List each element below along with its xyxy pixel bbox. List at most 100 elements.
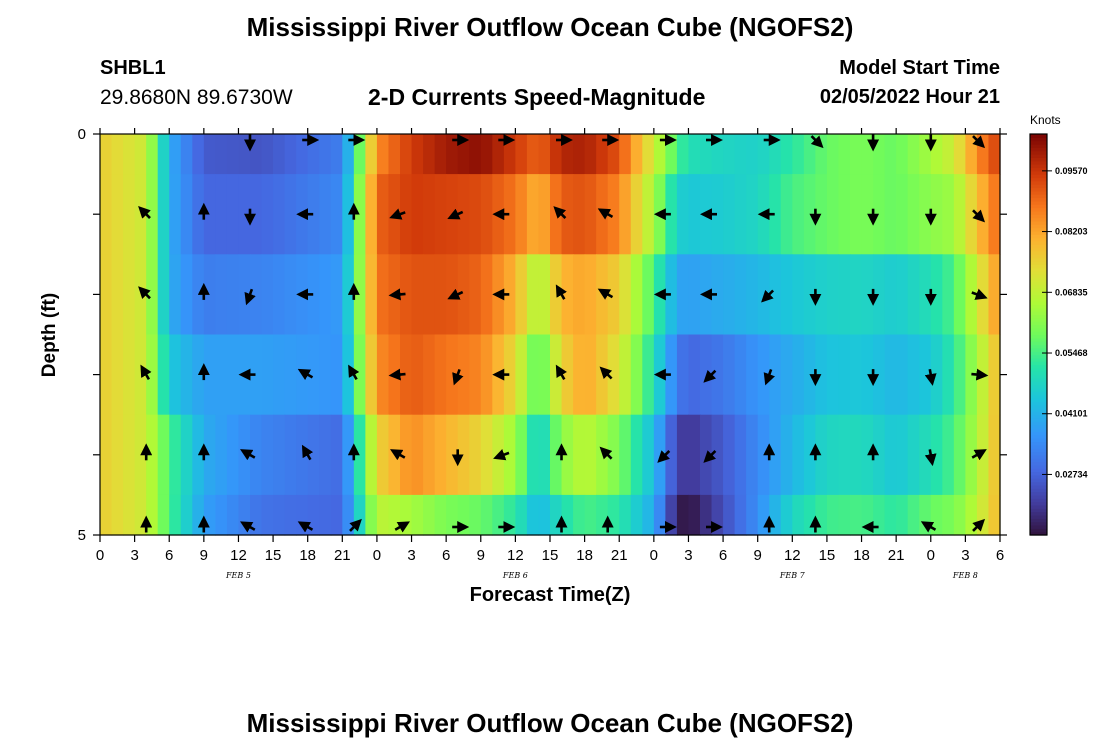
heatmap-cell xyxy=(423,334,436,416)
heatmap-cell xyxy=(100,134,113,175)
colorbar-segment xyxy=(1030,144,1047,148)
colorbar-segment xyxy=(1030,468,1047,473)
heatmap-cell xyxy=(503,494,516,536)
date-label: FEB 7 xyxy=(779,571,806,580)
colorbar-segment xyxy=(1030,277,1047,282)
heatmap-cell xyxy=(676,334,690,416)
colorbar-segment xyxy=(1030,424,1047,429)
heatmap-cell xyxy=(746,414,759,496)
heatmap-cell xyxy=(596,134,609,175)
colorbar-segment xyxy=(1030,431,1047,436)
heatmap-cell xyxy=(930,334,943,416)
colorbar-segment xyxy=(1030,418,1047,422)
heatmap-cell xyxy=(146,494,159,536)
heatmap-cell xyxy=(734,334,747,416)
colorbar-segment xyxy=(1030,184,1047,189)
heatmap-cell xyxy=(365,134,378,175)
heatmap-cell xyxy=(457,494,470,536)
heatmap-cell xyxy=(111,414,124,496)
heatmap-cell xyxy=(734,414,747,496)
current-arrow xyxy=(924,449,937,467)
heatmap-cell xyxy=(411,334,424,416)
heatmap-cell xyxy=(411,414,424,496)
heatmap-cell xyxy=(780,174,793,255)
heatmap-cell xyxy=(273,414,286,496)
heatmap-cell xyxy=(884,174,897,255)
colorbar-segment xyxy=(1030,498,1047,503)
colorbar-segment xyxy=(1030,150,1047,155)
heatmap-cell xyxy=(157,254,170,336)
x-tick-label: 12 xyxy=(507,547,524,564)
heatmap-cell xyxy=(676,254,690,336)
colorbar-segment xyxy=(1030,458,1047,463)
heatmap-cell xyxy=(630,174,643,255)
colorbar-tick-label: 0.09570 xyxy=(1055,166,1088,176)
heatmap-cell xyxy=(688,134,701,175)
heatmap-cell xyxy=(965,254,978,336)
heatmap-cell xyxy=(838,254,851,336)
heatmap-cell xyxy=(769,494,782,536)
x-tick-label: 15 xyxy=(265,547,282,564)
heatmap-cell xyxy=(930,134,943,175)
current-arrow xyxy=(763,368,775,386)
heatmap-cell xyxy=(515,494,528,536)
heatmap-cell xyxy=(561,494,574,536)
colorbar-segment xyxy=(1030,337,1047,342)
heatmap-cell xyxy=(146,334,159,416)
colorbar-segment xyxy=(1030,391,1047,396)
x-tick-label: 3 xyxy=(407,547,415,564)
heatmap-cell xyxy=(492,134,505,175)
colorbar-segment xyxy=(1030,324,1047,329)
heatmap-cell xyxy=(515,134,528,175)
heatmap-cell xyxy=(642,134,655,175)
station-coordinates: 29.8680N 89.6730W xyxy=(100,86,293,109)
heatmap-cell xyxy=(330,134,343,175)
heatmap-cell xyxy=(561,254,574,336)
heatmap-cell xyxy=(930,254,943,336)
heatmap-cell xyxy=(850,254,863,336)
heatmap-cell xyxy=(988,414,1001,496)
heatmap-cell xyxy=(676,494,690,536)
heatmap-cell xyxy=(907,494,920,536)
heatmap-cell xyxy=(434,414,447,496)
heatmap-cell xyxy=(607,414,620,496)
colorbar-segment xyxy=(1030,374,1047,379)
heatmap-cell xyxy=(353,334,366,416)
heatmap-cell xyxy=(203,494,216,536)
heatmap-cell xyxy=(538,174,551,255)
heatmap-cell xyxy=(400,174,413,255)
colorbar-segment xyxy=(1030,137,1047,142)
current-arrow xyxy=(244,288,256,306)
heatmap-cell xyxy=(642,414,655,496)
heatmap-cell xyxy=(111,174,124,255)
heatmap-cell xyxy=(573,334,586,416)
colorbar-segment xyxy=(1030,254,1047,259)
heatmap-cell xyxy=(988,334,1001,416)
heatmap-cell xyxy=(838,494,851,536)
heatmap-cell xyxy=(215,134,228,175)
current-arrow xyxy=(493,449,510,461)
colorbar-segment xyxy=(1030,397,1047,402)
heatmap-cell xyxy=(400,414,413,496)
heatmap-cell xyxy=(457,414,470,496)
current-arrow xyxy=(394,521,410,533)
current-arrow xyxy=(761,289,775,303)
heatmap-cells xyxy=(100,134,1001,536)
heatmap-cell xyxy=(688,174,701,255)
heatmap-cell xyxy=(123,414,136,496)
x-tick-label: 0 xyxy=(373,547,381,564)
chart-subtitle: 2-D Currents Speed-Magnitude xyxy=(368,84,706,110)
heatmap-cell xyxy=(353,494,366,536)
heatmap-cell xyxy=(884,134,897,175)
heatmap-cell xyxy=(146,254,159,336)
heatmap-cell xyxy=(942,334,955,416)
colorbar-segment xyxy=(1030,394,1047,399)
current-arrow xyxy=(388,368,406,381)
colorbar-segment xyxy=(1030,260,1047,265)
heatmap-cell xyxy=(226,334,240,416)
heatmap-cell xyxy=(711,254,724,336)
x-tick-label: 3 xyxy=(961,547,969,564)
heatmap-cell xyxy=(815,254,828,336)
heatmap-cell xyxy=(123,254,136,336)
heatmap-cell xyxy=(769,334,782,416)
